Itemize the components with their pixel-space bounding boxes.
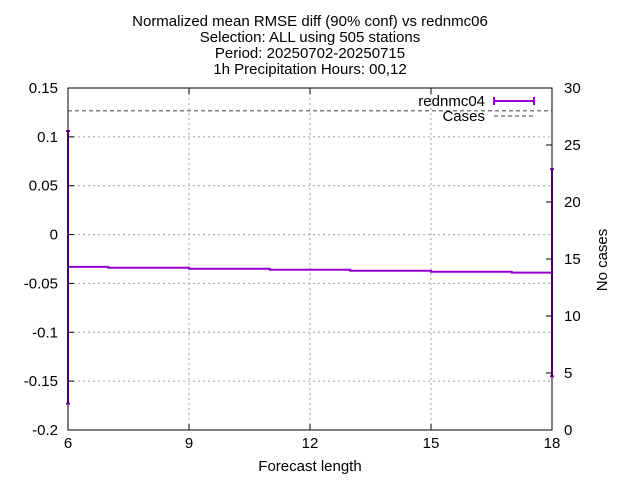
title-line: Period: 20250702-20250715 <box>215 45 405 62</box>
y-tick-label: 0.15 <box>29 80 58 97</box>
legend-label: Cases <box>442 108 485 125</box>
y2-tick-label: 25 <box>564 137 581 154</box>
y2-tick-label: 5 <box>564 365 572 382</box>
y2-axis-label: No cases <box>594 229 611 292</box>
axis-ticks: 6 9 12 15 18 0.15 0.1 0.05 0 -0.05 -0.1 -0.15 -0.2 30… <box>24 80 581 452</box>
y-tick-label: -0.2 <box>32 422 58 439</box>
y-tick-label: 0.05 <box>29 178 58 195</box>
legend-label: rednmc04 <box>418 93 485 110</box>
y2-tick-label: 30 <box>564 80 581 97</box>
title-line: Selection: ALL using 505 stations <box>200 29 420 46</box>
y-tick-label: 0 <box>50 227 58 244</box>
y-tick-label: -0.05 <box>24 275 58 292</box>
chart-title: Normalized mean RMSE diff (90% conf) vs … <box>132 13 488 78</box>
y2-tick-label: 20 <box>564 194 581 211</box>
x-axis-label: Forecast length <box>258 458 361 475</box>
y2-tick-label: 0 <box>564 422 572 439</box>
x-tick-label: 12 <box>302 435 319 452</box>
x-tick-label: 15 <box>423 435 440 452</box>
y2-tick-label: 15 <box>564 251 581 268</box>
y-tick-label: 0.1 <box>37 129 58 146</box>
y-tick-label: -0.1 <box>32 324 58 341</box>
x-tick-label: 6 <box>64 435 72 452</box>
title-line: 1h Precipitation Hours: 00,12 <box>213 61 406 78</box>
x-tick-label: 18 <box>544 435 561 452</box>
series-line-rednmc04 <box>68 265 552 274</box>
x-tick-label: 9 <box>185 435 193 452</box>
title-line: Normalized mean RMSE diff (90% conf) vs … <box>132 13 488 30</box>
y2-tick-label: 10 <box>564 308 581 325</box>
y-tick-label: -0.15 <box>24 373 58 390</box>
grid <box>68 88 552 430</box>
